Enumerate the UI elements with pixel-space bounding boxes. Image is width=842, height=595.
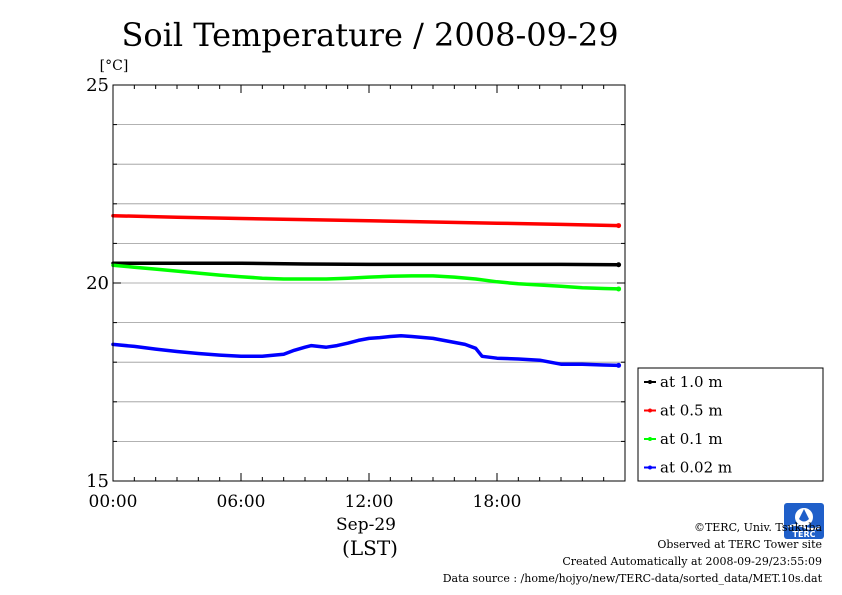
y-tick-label: 15 xyxy=(86,471,109,492)
y-axis-label: [°C] xyxy=(100,58,129,74)
legend-box xyxy=(637,367,824,482)
tick-labels: 15 20 25 00:00 06:00 12:00 18:00 xyxy=(86,75,521,512)
series-line-0 xyxy=(111,261,621,267)
series-end-point-2 xyxy=(616,286,622,292)
series-end-point-0 xyxy=(616,262,622,268)
terc-logo-icon: TERC xyxy=(784,503,824,539)
axis-ticks xyxy=(112,84,626,482)
x-axis-unit-label: (LST) xyxy=(342,536,398,560)
legend-marker-2 xyxy=(648,437,652,441)
x-axis-date-label: Sep-29 xyxy=(336,515,396,535)
observation-site-text: Observed at TERC Tower site xyxy=(657,538,822,551)
x-tick-label: 06:00 xyxy=(217,492,266,512)
series-line-1 xyxy=(111,213,621,228)
series-end-point-1 xyxy=(616,223,622,229)
legend-marker-3 xyxy=(648,465,652,470)
chart-title: Soil Temperature / 2008-09-29 xyxy=(121,16,618,54)
y-tick-label: 25 xyxy=(86,75,109,96)
series-line-2 xyxy=(111,263,621,291)
legend-label-2: at 0.1 m xyxy=(660,430,723,448)
legend-marker-0 xyxy=(648,380,652,384)
legend-label-0: at 1.0 m xyxy=(660,373,723,391)
x-tick-label: 00:00 xyxy=(89,492,138,512)
created-timestamp-text: Created Automatically at 2008-09-29/23:5… xyxy=(562,555,822,568)
series-layer xyxy=(111,213,622,368)
grid-lines xyxy=(113,124,625,442)
legend-label-3: at 0.02 m xyxy=(660,459,732,477)
series-end-point-3 xyxy=(616,362,622,368)
data-source-text: Data source : /home/hojyo/new/TERC-data/… xyxy=(442,572,822,585)
svg-text:TERC: TERC xyxy=(793,530,816,539)
copyright-text: ©TERC, Univ. Tsukuba xyxy=(693,521,822,534)
x-tick-label: 18:00 xyxy=(473,492,522,512)
y-tick-label: 20 xyxy=(86,273,109,294)
legend: at 1.0 m at 0.5 m at 0.1 m at 0.02 m xyxy=(637,367,824,482)
legend-label-1: at 0.5 m xyxy=(660,402,723,420)
x-tick-label: 12:00 xyxy=(345,492,394,512)
series-line-3 xyxy=(111,333,621,368)
legend-marker-1 xyxy=(648,408,652,413)
